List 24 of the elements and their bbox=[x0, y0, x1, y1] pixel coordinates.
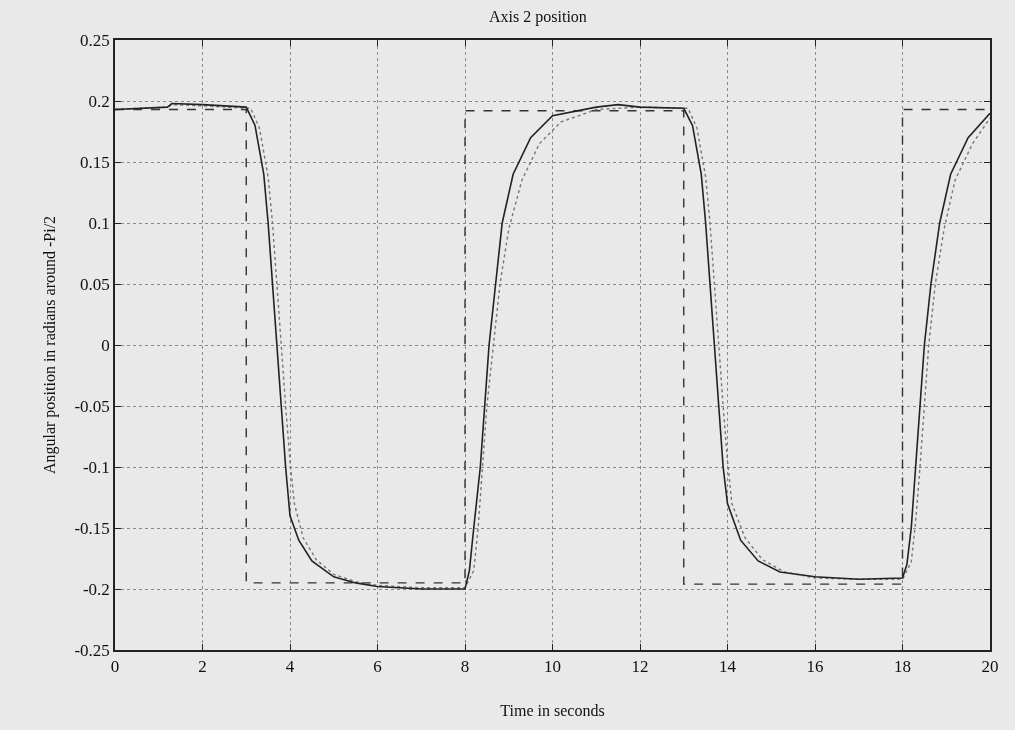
y-tick-label: -0.2 bbox=[82, 579, 110, 599]
y-tick-label: -0.1 bbox=[82, 457, 110, 477]
x-tick-label: 8 bbox=[460, 657, 470, 677]
x-tick-label: 16 bbox=[806, 657, 824, 677]
x-axis-title: Time in seconds bbox=[500, 702, 605, 720]
y-tick-label: 0.1 bbox=[88, 213, 110, 233]
x-tick-label: 6 bbox=[373, 657, 382, 677]
y-tick-label: 0.2 bbox=[88, 91, 110, 111]
y-tick-label: -0.25 bbox=[74, 640, 110, 660]
x-tick-label: 10 bbox=[544, 657, 561, 677]
y-axis-title: Angular position in radians around -Pi/2 bbox=[40, 215, 59, 475]
chart-title: Axis 2 position bbox=[489, 8, 587, 27]
x-tick-label: 14 bbox=[719, 657, 737, 677]
x-tick-label: 12 bbox=[631, 657, 649, 677]
x-tick-label: 4 bbox=[285, 657, 295, 677]
x-tick-label: 20 bbox=[981, 657, 999, 677]
y-tick-label: -0.15 bbox=[74, 518, 110, 538]
x-tick-label: 18 bbox=[894, 657, 911, 677]
y-tick-label: 0 bbox=[101, 335, 110, 355]
y-tick-label: 0.05 bbox=[80, 274, 110, 294]
y-tick-label: 0.15 bbox=[80, 152, 110, 172]
x-tick-label: 2 bbox=[198, 657, 207, 677]
y-tick-label: 0.25 bbox=[80, 30, 110, 50]
y-tick-label: -0.05 bbox=[74, 396, 110, 416]
